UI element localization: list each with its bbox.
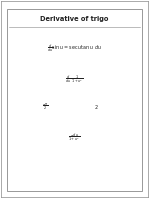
Text: $\frac{-\pi}{2}$: $\frac{-\pi}{2}$ — [42, 102, 49, 112]
FancyBboxPatch shape — [7, 9, 142, 191]
Text: $\frac{d}{du}\;\frac{1}{1+u^{2}}$: $\frac{d}{du}\;\frac{1}{1+u^{2}}$ — [65, 73, 84, 86]
Text: $\frac{-du}{1+u^{2}}$: $\frac{-du}{1+u^{2}}$ — [68, 132, 81, 144]
Text: $2$: $2$ — [94, 103, 99, 111]
Text: Derivative of trigo: Derivative of trigo — [40, 16, 109, 22]
Text: $\frac{d}{du}\sin u = \sec u\tan u\;du$: $\frac{d}{du}\sin u = \sec u\tan u\;du$ — [47, 43, 102, 54]
